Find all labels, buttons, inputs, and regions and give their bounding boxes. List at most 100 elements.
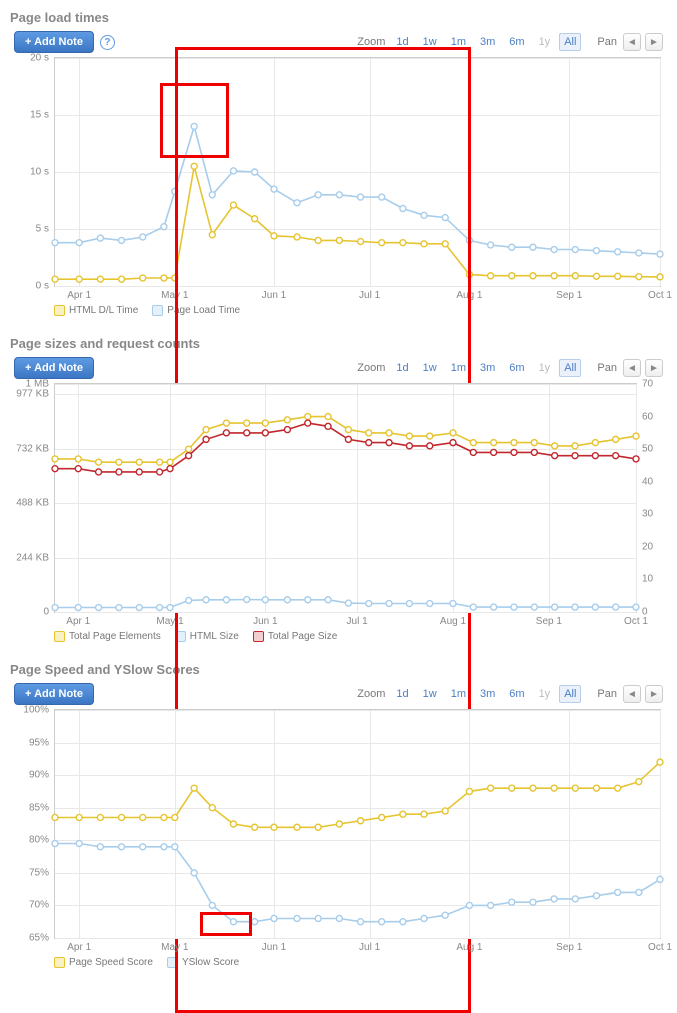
zoom-option-1y: 1y	[534, 33, 556, 51]
chart-toolbar: + Add Note Zoom1d1w1m3m6m1yAllPan◄►	[10, 357, 667, 379]
legend-item: Total Page Elements	[54, 631, 161, 642]
legend-label: Page Speed Score	[69, 957, 153, 968]
legend-label: Total Page Elements	[69, 631, 161, 642]
y-axis-label: 0 s	[36, 281, 49, 292]
x-axis-label: Sep 1	[536, 616, 562, 627]
pan-right-button[interactable]: ►	[645, 359, 663, 377]
legend-swatch	[54, 631, 65, 642]
zoom-option-1m[interactable]: 1m	[446, 685, 471, 703]
legend-label: HTML D/L Time	[69, 305, 138, 316]
chart-section-load-times: Page load times + Add Note ? Zoom1d1w1m3…	[10, 10, 667, 316]
y-axis-label: 15 s	[30, 110, 49, 121]
legend-swatch	[54, 305, 65, 316]
chart-toolbar: + Add Note ? Zoom1d1w1m3m6m1yAllPan◄►	[10, 31, 667, 53]
zoom-option-1d[interactable]: 1d	[391, 359, 413, 377]
chart-section-page-sizes: Page sizes and request counts + Add Note…	[10, 336, 667, 642]
zoom-option-3m[interactable]: 3m	[475, 359, 500, 377]
pan-label: Pan	[597, 362, 617, 374]
zoom-option-all[interactable]: All	[559, 359, 581, 377]
y2-axis-label: 10	[642, 574, 653, 585]
x-axis-label: Jul 1	[359, 290, 380, 301]
zoom-option-all[interactable]: All	[559, 685, 581, 703]
x-axis-label: Jun 1	[262, 290, 286, 301]
zoom-option-1w[interactable]: 1w	[418, 33, 442, 51]
y-axis-label: 732 KB	[16, 444, 49, 455]
chart-legend: Page Speed Score YSlow Score	[54, 957, 667, 968]
zoom-label: Zoom	[357, 688, 385, 700]
pan-right-button[interactable]: ►	[645, 685, 663, 703]
y-axis-label: 20 s	[30, 53, 49, 64]
x-axis-label: Aug 1	[440, 616, 466, 627]
add-note-button[interactable]: + Add Note	[14, 31, 94, 53]
zoom-pan-controls: Zoom1d1w1m3m6m1yAllPan◄►	[357, 33, 663, 51]
x-axis-label: Apr 1	[66, 616, 90, 627]
legend-item: Total Page Size	[253, 631, 338, 642]
y-axis-label: 75%	[29, 867, 49, 878]
y-axis-label: 1 MB	[26, 379, 49, 390]
x-axis-label: Apr 1	[67, 290, 91, 301]
chart-section-scores: Page Speed and YSlow Scores + Add Note Z…	[10, 662, 667, 968]
zoom-option-1w[interactable]: 1w	[418, 359, 442, 377]
x-axis-label: Aug 1	[456, 290, 482, 301]
legend-swatch	[152, 305, 163, 316]
zoom-pan-controls: Zoom1d1w1m3m6m1yAllPan◄►	[357, 359, 663, 377]
legend-swatch	[167, 957, 178, 968]
zoom-option-6m[interactable]: 6m	[504, 359, 529, 377]
pan-label: Pan	[597, 36, 617, 48]
pan-right-button[interactable]: ►	[645, 33, 663, 51]
y2-axis-label: 50	[642, 444, 653, 455]
pan-left-button[interactable]: ◄	[623, 685, 641, 703]
y-axis-label: 80%	[29, 835, 49, 846]
x-axis-label: Oct 1	[624, 616, 648, 627]
y2-axis-label: 60	[642, 411, 653, 422]
chart-plot-area: 0244 KB488 KB732 KB977 KB1 MB01020304050…	[54, 383, 637, 613]
legend-swatch	[175, 631, 186, 642]
legend-item: Page Speed Score	[54, 957, 153, 968]
y2-axis-label: 30	[642, 509, 653, 520]
x-axis-label: Jun 1	[262, 942, 286, 953]
y2-axis-label: 40	[642, 476, 653, 487]
zoom-option-1d[interactable]: 1d	[391, 33, 413, 51]
zoom-option-all[interactable]: All	[559, 33, 581, 51]
y2-axis-label: 70	[642, 379, 653, 390]
x-axis-label: Sep 1	[556, 290, 582, 301]
chart-title: Page load times	[10, 10, 667, 25]
chart-plot-area: 0 s5 s10 s15 s20 sApr 1May 1Jun 1Jul 1Au…	[54, 57, 661, 287]
y-axis-label: 90%	[29, 770, 49, 781]
y-axis-label: 100%	[23, 705, 49, 716]
zoom-option-1d[interactable]: 1d	[391, 685, 413, 703]
add-note-button[interactable]: + Add Note	[14, 683, 94, 705]
chart-legend: Total Page Elements HTML Size Total Page S…	[54, 631, 667, 642]
pan-left-button[interactable]: ◄	[623, 33, 641, 51]
zoom-option-3m[interactable]: 3m	[475, 33, 500, 51]
y-axis-label: 85%	[29, 802, 49, 813]
zoom-option-3m[interactable]: 3m	[475, 685, 500, 703]
legend-label: Page Load Time	[167, 305, 240, 316]
legend-swatch	[54, 957, 65, 968]
zoom-option-1m[interactable]: 1m	[446, 359, 471, 377]
legend-label: Total Page Size	[268, 631, 338, 642]
y2-axis-label: 20	[642, 541, 653, 552]
x-axis-label: Jun 1	[253, 616, 277, 627]
zoom-pan-controls: Zoom1d1w1m3m6m1yAllPan◄►	[357, 685, 663, 703]
legend-label: YSlow Score	[182, 957, 239, 968]
x-axis-label: May 1	[156, 616, 183, 627]
chart-title: Page sizes and request counts	[10, 336, 667, 351]
legend-swatch	[253, 631, 264, 642]
legend-item: YSlow Score	[167, 957, 239, 968]
zoom-option-6m[interactable]: 6m	[504, 33, 529, 51]
add-note-button[interactable]: + Add Note	[14, 357, 94, 379]
y-axis-label: 5 s	[36, 224, 49, 235]
y-axis-label: 488 KB	[16, 498, 49, 509]
chart-toolbar: + Add Note Zoom1d1w1m3m6m1yAllPan◄►	[10, 683, 667, 705]
zoom-option-1m[interactable]: 1m	[446, 33, 471, 51]
zoom-option-6m[interactable]: 6m	[504, 685, 529, 703]
help-icon[interactable]: ?	[100, 35, 115, 50]
zoom-option-1w[interactable]: 1w	[418, 685, 442, 703]
chart-title: Page Speed and YSlow Scores	[10, 662, 667, 677]
pan-left-button[interactable]: ◄	[623, 359, 641, 377]
legend-label: HTML Size	[190, 631, 239, 642]
x-axis-label: Sep 1	[556, 942, 582, 953]
x-axis-label: May 1	[161, 942, 188, 953]
x-axis-label: Aug 1	[456, 942, 482, 953]
